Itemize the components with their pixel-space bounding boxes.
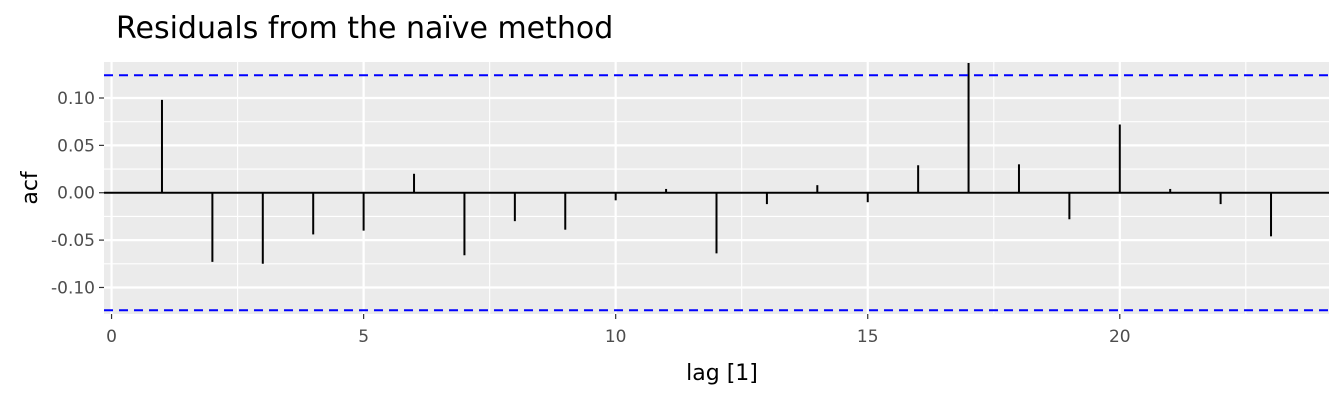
plot-panel — [104, 62, 1329, 314]
acf-bars — [160, 62, 1273, 264]
confidence-bounds — [104, 74, 1329, 312]
x-axis: 0 5 10 15 20 — [106, 314, 1131, 347]
chart-title: Residuals from the naïve method — [116, 11, 613, 46]
x-tick-label: 0 — [106, 327, 117, 347]
y-tick-label: 0.10 — [57, 89, 95, 109]
y-axis: -0.10 -0.05 0.00 0.05 0.10 — [51, 89, 104, 298]
y-tick-label: -0.05 — [51, 231, 95, 251]
y-tick-label: 0.00 — [57, 184, 95, 204]
y-axis-title: acf — [18, 170, 43, 205]
y-tick-label: 0.05 — [57, 136, 95, 156]
x-axis-title: lag [1] — [686, 361, 758, 386]
x-tick-label: 20 — [1109, 327, 1131, 347]
x-tick-label: 10 — [605, 327, 627, 347]
y-tick-label: -0.10 — [51, 278, 95, 298]
x-tick-label: 15 — [857, 327, 879, 347]
x-tick-label: 5 — [358, 327, 369, 347]
